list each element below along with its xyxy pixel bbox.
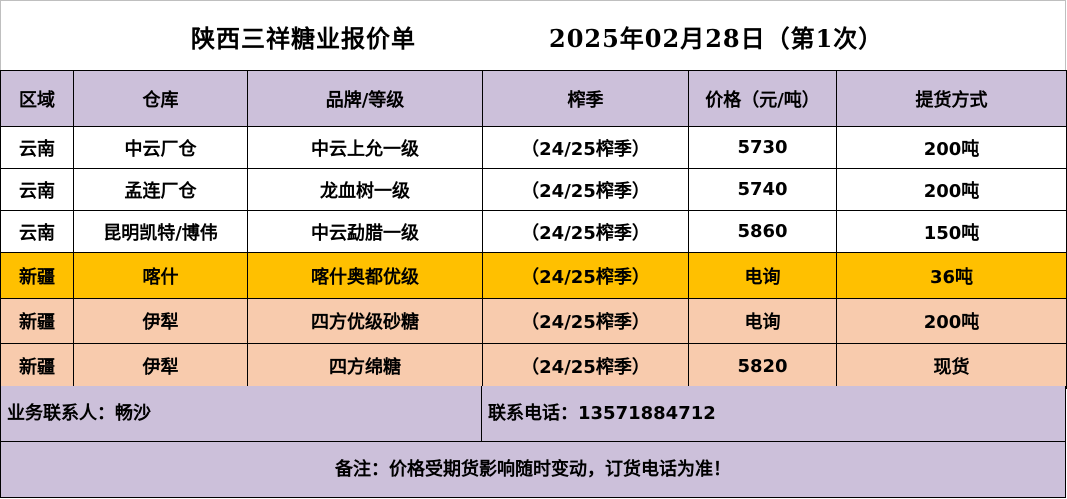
table-row: 新疆 喀什 喀什奥都优级 （24/25榨季） 电询 36吨 <box>0 252 1067 299</box>
cell-season: （24/25榨季） <box>482 298 689 344</box>
table-row: 新疆 伊犁 四方优级砂糖 （24/25榨季） 电询 200吨 <box>0 298 1067 344</box>
cell-region: 云南 <box>0 210 74 253</box>
cell-warehouse: 伊犁 <box>73 298 248 344</box>
header-warehouse: 仓库 <box>73 70 248 127</box>
table-row: 云南 中云厂仓 中云上允一级 （24/25榨季） 5730 200吨 <box>0 126 1067 169</box>
contact-phone: 联系电话：13571884712 <box>481 386 1066 442</box>
cell-season: （24/25榨季） <box>482 210 689 253</box>
cell-warehouse: 中云厂仓 <box>73 126 248 169</box>
cell-price: 电询 <box>688 252 837 299</box>
table-header-row: 区域 仓库 品牌/等级 榨季 价格（元/吨） 提货方式 <box>0 70 1067 127</box>
cell-season: （24/25榨季） <box>482 252 689 299</box>
cell-warehouse: 孟连厂仓 <box>73 168 248 211</box>
header-region: 区域 <box>0 70 74 127</box>
cell-delivery: 200吨 <box>836 298 1067 344</box>
cell-price: 5820 <box>688 343 837 389</box>
price-table: 区域 仓库 品牌/等级 榨季 价格（元/吨） 提货方式 云南 中云厂仓 中云上允… <box>0 70 1067 389</box>
table-row: 云南 孟连厂仓 龙血树一级 （24/25榨季） 5740 200吨 <box>0 168 1067 211</box>
cell-brand: 喀什奥都优级 <box>247 252 483 299</box>
header-season: 榨季 <box>482 70 689 127</box>
title-bar: 陕西三祥糖业报价单 2025年02月28日（第1次） <box>0 0 1066 70</box>
cell-brand: 四方优级砂糖 <box>247 298 483 344</box>
cell-delivery: 150吨 <box>836 210 1067 253</box>
cell-region: 新疆 <box>0 252 74 299</box>
table-row: 云南 昆明凯特/博伟 中云勐腊一级 （24/25榨季） 5860 150吨 <box>0 210 1067 253</box>
contact-person: 业务联系人：畅沙 <box>0 386 482 442</box>
cell-brand: 中云勐腊一级 <box>247 210 483 253</box>
cell-season: （24/25榨季） <box>482 126 689 169</box>
cell-season: （24/25榨季） <box>482 168 689 211</box>
cell-brand: 龙血树一级 <box>247 168 483 211</box>
cell-region: 新疆 <box>0 343 74 389</box>
table-row: 新疆 伊犁 四方绵糖 （24/25榨季） 5820 现货 <box>0 343 1067 389</box>
cell-price: 电询 <box>688 298 837 344</box>
cell-delivery: 200吨 <box>836 126 1067 169</box>
cell-price: 5730 <box>688 126 837 169</box>
cell-brand: 中云上允一级 <box>247 126 483 169</box>
cell-warehouse: 伊犁 <box>73 343 248 389</box>
cell-brand: 四方绵糖 <box>247 343 483 389</box>
cell-delivery: 200吨 <box>836 168 1067 211</box>
cell-region: 云南 <box>0 126 74 169</box>
cell-warehouse: 昆明凯特/博伟 <box>73 210 248 253</box>
cell-delivery: 36吨 <box>836 252 1067 299</box>
header-brand: 品牌/等级 <box>247 70 483 127</box>
cell-season: （24/25榨季） <box>482 343 689 389</box>
note-row: 备注：价格受期货影响随时变动，订货电话为准！ <box>0 442 1066 498</box>
header-delivery: 提货方式 <box>836 70 1067 127</box>
cell-region: 云南 <box>0 168 74 211</box>
cell-region: 新疆 <box>0 298 74 344</box>
cell-price: 5860 <box>688 210 837 253</box>
sheet-date: 2025年02月28日（第1次） <box>549 24 884 53</box>
cell-price: 5740 <box>688 168 837 211</box>
cell-delivery: 现货 <box>836 343 1067 389</box>
header-price: 价格（元/吨） <box>688 70 837 127</box>
cell-warehouse: 喀什 <box>73 252 248 299</box>
sheet-title: 陕西三祥糖业报价单 <box>191 24 416 53</box>
contact-row: 业务联系人：畅沙 联系电话：13571884712 <box>0 386 1066 442</box>
